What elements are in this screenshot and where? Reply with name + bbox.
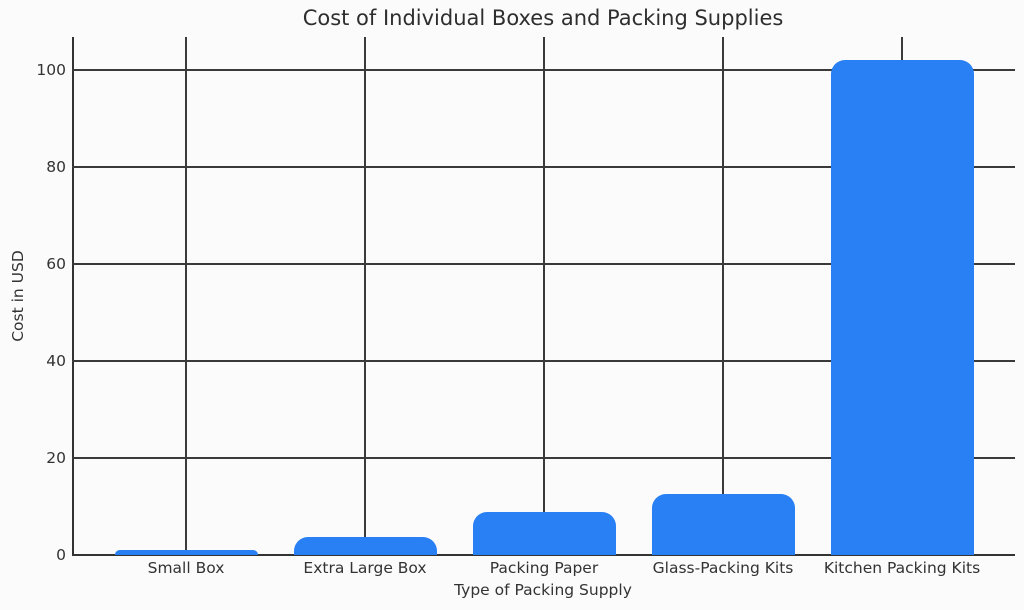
y-tick-label: 60 (46, 255, 66, 273)
y-axis-label: Cost in USD (9, 250, 27, 342)
y-tick-label: 80 (46, 158, 66, 176)
bar-extra-large-box (293, 537, 437, 555)
y-tick-label: 0 (56, 546, 66, 564)
bar-kitchen-packing-kits (830, 60, 974, 555)
x-tick-label: Extra Large Box (303, 559, 427, 577)
x-tick-label: Packing Paper (489, 559, 599, 577)
plot-area (72, 37, 1015, 556)
gridline-vertical (722, 37, 724, 555)
gridline-vertical (185, 37, 187, 555)
gridline-vertical (364, 37, 366, 555)
bar-small-box (114, 550, 258, 555)
gridline-vertical (543, 37, 545, 555)
x-axis-label: Type of Packing Supply (454, 581, 632, 599)
y-tick-label: 40 (46, 352, 66, 370)
chart-title: Cost of Individual Boxes and Packing Sup… (302, 6, 784, 30)
y-tick-label: 100 (36, 61, 66, 79)
y-axis-line (72, 37, 74, 555)
bar-glass-packing-kits (651, 493, 795, 555)
y-tick-label: 20 (46, 449, 66, 467)
x-tick-label: Glass-Packing Kits (652, 559, 794, 577)
x-tick-label: Kitchen Packing Kits (823, 559, 981, 577)
x-axis-line (72, 554, 1015, 556)
bar-packing-paper (472, 511, 616, 555)
x-tick-label: Small Box (147, 559, 225, 577)
